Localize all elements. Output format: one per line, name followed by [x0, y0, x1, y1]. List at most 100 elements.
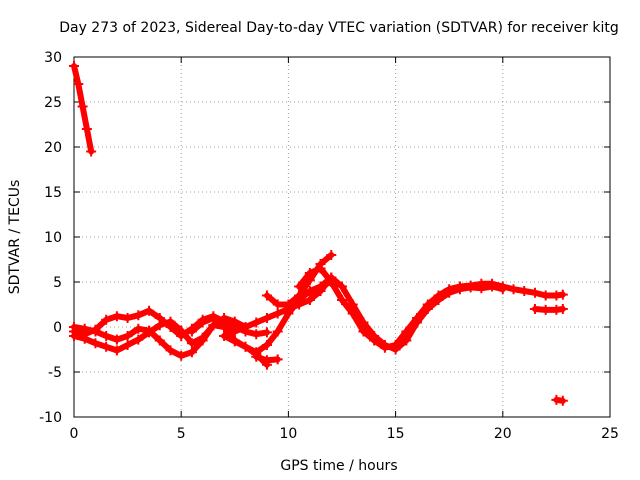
data-point	[154, 320, 165, 331]
data-point	[508, 284, 519, 295]
x-tick-label: 25	[601, 426, 619, 442]
data-point	[465, 282, 476, 293]
data-point	[144, 327, 155, 338]
data-point	[111, 311, 122, 322]
y-tick-label: 25	[44, 95, 62, 111]
data-point	[369, 331, 380, 341]
data-point	[251, 317, 262, 328]
data-point	[154, 335, 165, 346]
data-point	[240, 341, 251, 352]
data-point	[557, 304, 568, 314]
data-point	[529, 304, 540, 314]
data-point	[186, 338, 197, 349]
data-point	[358, 317, 369, 328]
chart-title: Day 273 of 2023, Sidereal Day-to-day VTE…	[59, 20, 619, 36]
data-point	[133, 323, 144, 334]
x-tick-label: 0	[70, 426, 79, 442]
data-point	[347, 299, 358, 310]
x-tick-label: 10	[279, 426, 297, 442]
y-tick-label: 20	[44, 140, 62, 156]
data-point	[401, 335, 412, 346]
data-point	[79, 323, 90, 334]
data-point	[557, 395, 568, 406]
data-point	[219, 317, 230, 328]
data-point	[101, 341, 112, 352]
data-point	[454, 284, 465, 295]
data-point	[272, 354, 283, 365]
data-point	[229, 316, 240, 327]
data-point	[90, 338, 101, 349]
data-point	[69, 61, 79, 71]
data-point	[186, 326, 197, 337]
y-tick-label: 0	[53, 320, 62, 336]
data-point	[77, 101, 88, 112]
data-point	[261, 313, 272, 323]
data-point	[540, 290, 551, 301]
data-point	[90, 326, 101, 337]
data-point	[165, 316, 176, 327]
data-point	[519, 286, 530, 296]
y-axis-tick-labels: -10 -5 0 5 10 15 20 25 30	[39, 50, 62, 426]
data-point	[69, 331, 79, 341]
data-point	[557, 289, 568, 300]
data-point	[529, 287, 540, 298]
data-point	[272, 326, 283, 337]
data-point	[144, 305, 155, 316]
data-point	[86, 146, 97, 157]
y-tick-label: 10	[44, 230, 62, 246]
grid-lines	[74, 57, 610, 417]
data-point	[390, 344, 401, 355]
y-tick-label: 30	[44, 50, 62, 66]
data-point	[272, 308, 283, 319]
data-point	[379, 340, 390, 350]
data-point	[229, 326, 240, 337]
data-point	[122, 313, 133, 323]
data-series	[69, 61, 568, 406]
data-point	[326, 272, 337, 283]
data-point	[337, 281, 347, 292]
data-point	[294, 290, 305, 301]
data-point	[540, 304, 551, 315]
data-point	[337, 295, 347, 305]
data-point	[122, 331, 133, 341]
data-point	[422, 304, 433, 314]
data-point	[261, 340, 272, 350]
data-point	[304, 268, 315, 278]
data-point	[251, 351, 262, 362]
data-point	[294, 281, 305, 292]
x-tick-label: 15	[387, 426, 405, 442]
data-point	[133, 334, 144, 345]
data-point	[79, 333, 90, 344]
data-point	[476, 283, 487, 294]
data-point	[186, 347, 197, 358]
data-point	[81, 124, 92, 134]
data-point	[261, 355, 272, 366]
data-point	[326, 250, 337, 260]
data-point	[111, 345, 122, 356]
x-tick-label: 5	[177, 426, 186, 442]
data-point	[304, 295, 315, 305]
data-point	[444, 287, 455, 298]
data-point	[251, 329, 262, 340]
y-axis-label: SDTVAR / TECUs	[7, 180, 23, 295]
data-point	[433, 295, 444, 305]
y-tick-label: -10	[39, 410, 62, 426]
x-tick-label: 20	[494, 426, 512, 442]
data-point	[283, 299, 294, 310]
data-point	[272, 299, 283, 310]
data-point	[229, 336, 240, 347]
data-point	[176, 325, 187, 336]
data-point	[176, 350, 187, 361]
x-axis-label: GPS time / hours	[280, 458, 397, 474]
data-point	[69, 322, 79, 332]
data-point	[133, 310, 144, 321]
data-point	[197, 332, 208, 343]
data-point	[197, 317, 208, 328]
y-tick-label: 15	[44, 185, 62, 201]
data-point	[315, 263, 326, 274]
data-point	[487, 281, 498, 292]
data-point	[219, 331, 230, 341]
y-tick-label: 5	[53, 275, 62, 291]
x-axis-tick-labels: 0 5 10 15 20 25	[70, 426, 619, 442]
